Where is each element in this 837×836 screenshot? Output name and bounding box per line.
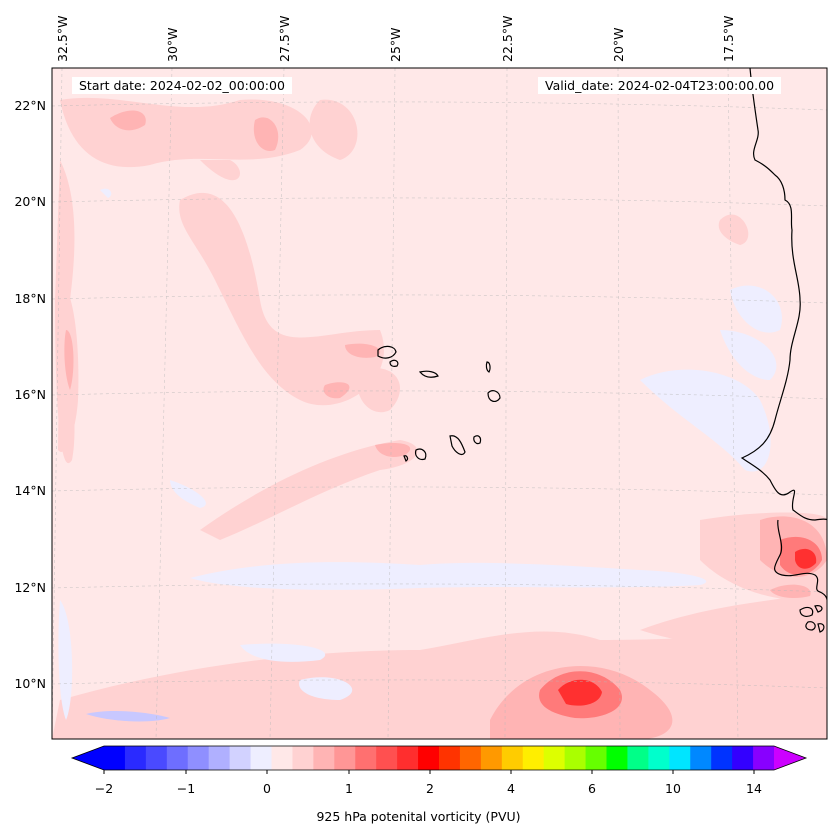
lon-label: 32.5°W bbox=[55, 16, 70, 62]
colorbar-segment bbox=[501, 746, 524, 770]
lon-label: 30°W bbox=[165, 27, 180, 62]
colorbar-segment bbox=[606, 746, 628, 770]
colorbar-under-arrow bbox=[72, 746, 104, 770]
colorbar-tick-label: 6 bbox=[588, 781, 596, 796]
colorbar-segment bbox=[585, 746, 607, 770]
island-fogo bbox=[414, 448, 427, 461]
senegal-gambia-coast bbox=[774, 519, 827, 601]
colorbar-segment bbox=[124, 746, 147, 770]
colorbar-segment bbox=[271, 746, 293, 770]
colorbar-segment bbox=[732, 746, 754, 770]
colorbar-segment bbox=[334, 746, 356, 770]
colorbar-segment bbox=[648, 746, 670, 770]
lon-label: 25°W bbox=[388, 27, 403, 62]
colorbar-segment bbox=[376, 746, 398, 770]
colorbar-segment bbox=[250, 746, 272, 770]
lat-label: 10°N bbox=[14, 676, 46, 691]
colorbar-segment bbox=[669, 746, 691, 770]
island-sao-nicolau bbox=[418, 370, 439, 378]
colorbar-segment bbox=[229, 746, 252, 770]
valid-date-label: Valid_date: 2024-02-04T23:00:00.00 bbox=[538, 77, 782, 94]
lon-label: 27.5°W bbox=[277, 16, 292, 62]
pv-negative-contours bbox=[58, 188, 782, 720]
lat-label: 16°N bbox=[14, 387, 46, 402]
bissagos-islands bbox=[799, 605, 825, 633]
map-frame bbox=[51, 67, 828, 740]
colorbar-over-arrow bbox=[774, 746, 806, 770]
island-sal bbox=[485, 361, 491, 373]
colorbar-segment bbox=[711, 746, 733, 770]
colorbar-tick-label: 10 bbox=[665, 781, 681, 796]
colorbar-tick-label: 2 bbox=[426, 781, 434, 796]
lat-label: 18°N bbox=[14, 291, 46, 306]
gridlines bbox=[52, 68, 827, 739]
coastlines bbox=[377, 68, 827, 633]
island-sao-vicente bbox=[389, 359, 399, 367]
pv-negative-strong bbox=[86, 711, 170, 722]
colorbar-segment bbox=[166, 746, 189, 770]
lat-label: 12°N bbox=[14, 580, 46, 595]
island-maio bbox=[473, 435, 482, 445]
start-date-label: Start date: 2024-02-02_00:00:00 bbox=[72, 77, 292, 94]
colorbar-segment bbox=[397, 746, 419, 770]
colorbar-segment bbox=[753, 746, 775, 770]
lat-label: 20°N bbox=[14, 194, 46, 209]
latitude-labels: 22°N 20°N 18°N 16°N 14°N 12°N 10°N bbox=[14, 98, 46, 691]
colorbar-tick-label: 4 bbox=[507, 781, 515, 796]
longitude-labels: 32.5°W 30°W 27.5°W 25°W 22.5°W 20°W 17.5… bbox=[55, 16, 736, 62]
colorbar-tick-label: −1 bbox=[176, 781, 196, 796]
colorbar-segment bbox=[522, 746, 545, 770]
island-santiago bbox=[449, 435, 466, 456]
lon-label: 17.5°W bbox=[721, 16, 736, 62]
colorbar bbox=[70, 745, 808, 774]
lat-label: 22°N bbox=[14, 98, 46, 113]
colorbar-segment bbox=[292, 746, 314, 770]
colorbar-tick-label: 14 bbox=[746, 781, 762, 796]
colorbar-tick-label: 1 bbox=[345, 781, 353, 796]
colorbar-title: 925 hPa potenital vorticity (PVU) bbox=[316, 809, 521, 824]
pv-max-contours bbox=[558, 548, 817, 706]
colorbar-segment bbox=[439, 746, 461, 770]
colorbar-segment bbox=[208, 746, 231, 770]
lat-label: 14°N bbox=[14, 483, 46, 498]
colorbar-segment bbox=[418, 746, 440, 770]
colorbar-segment bbox=[313, 746, 335, 770]
colorbar-segment bbox=[564, 746, 587, 770]
colorbar-segment bbox=[187, 746, 210, 770]
colorbar-segment bbox=[690, 746, 712, 770]
colorbar-segment bbox=[459, 746, 482, 770]
island-santo-antao bbox=[377, 345, 397, 359]
africa-coast bbox=[740, 68, 827, 521]
island-boa-vista bbox=[487, 390, 501, 403]
lon-label: 22.5°W bbox=[500, 16, 515, 62]
colorbar-segment bbox=[355, 746, 377, 770]
colorbar-segment bbox=[480, 746, 503, 770]
colorbar-tick-label: 0 bbox=[263, 781, 271, 796]
island-brava bbox=[403, 455, 409, 462]
pv-field bbox=[52, 68, 827, 739]
lon-label: 20°W bbox=[611, 27, 626, 62]
colorbar-segment bbox=[104, 746, 126, 770]
colorbar-tick-label: −2 bbox=[94, 781, 114, 796]
colorbar-segment bbox=[543, 746, 566, 770]
colorbar-segment bbox=[145, 746, 168, 770]
colorbar-segment bbox=[627, 746, 649, 770]
